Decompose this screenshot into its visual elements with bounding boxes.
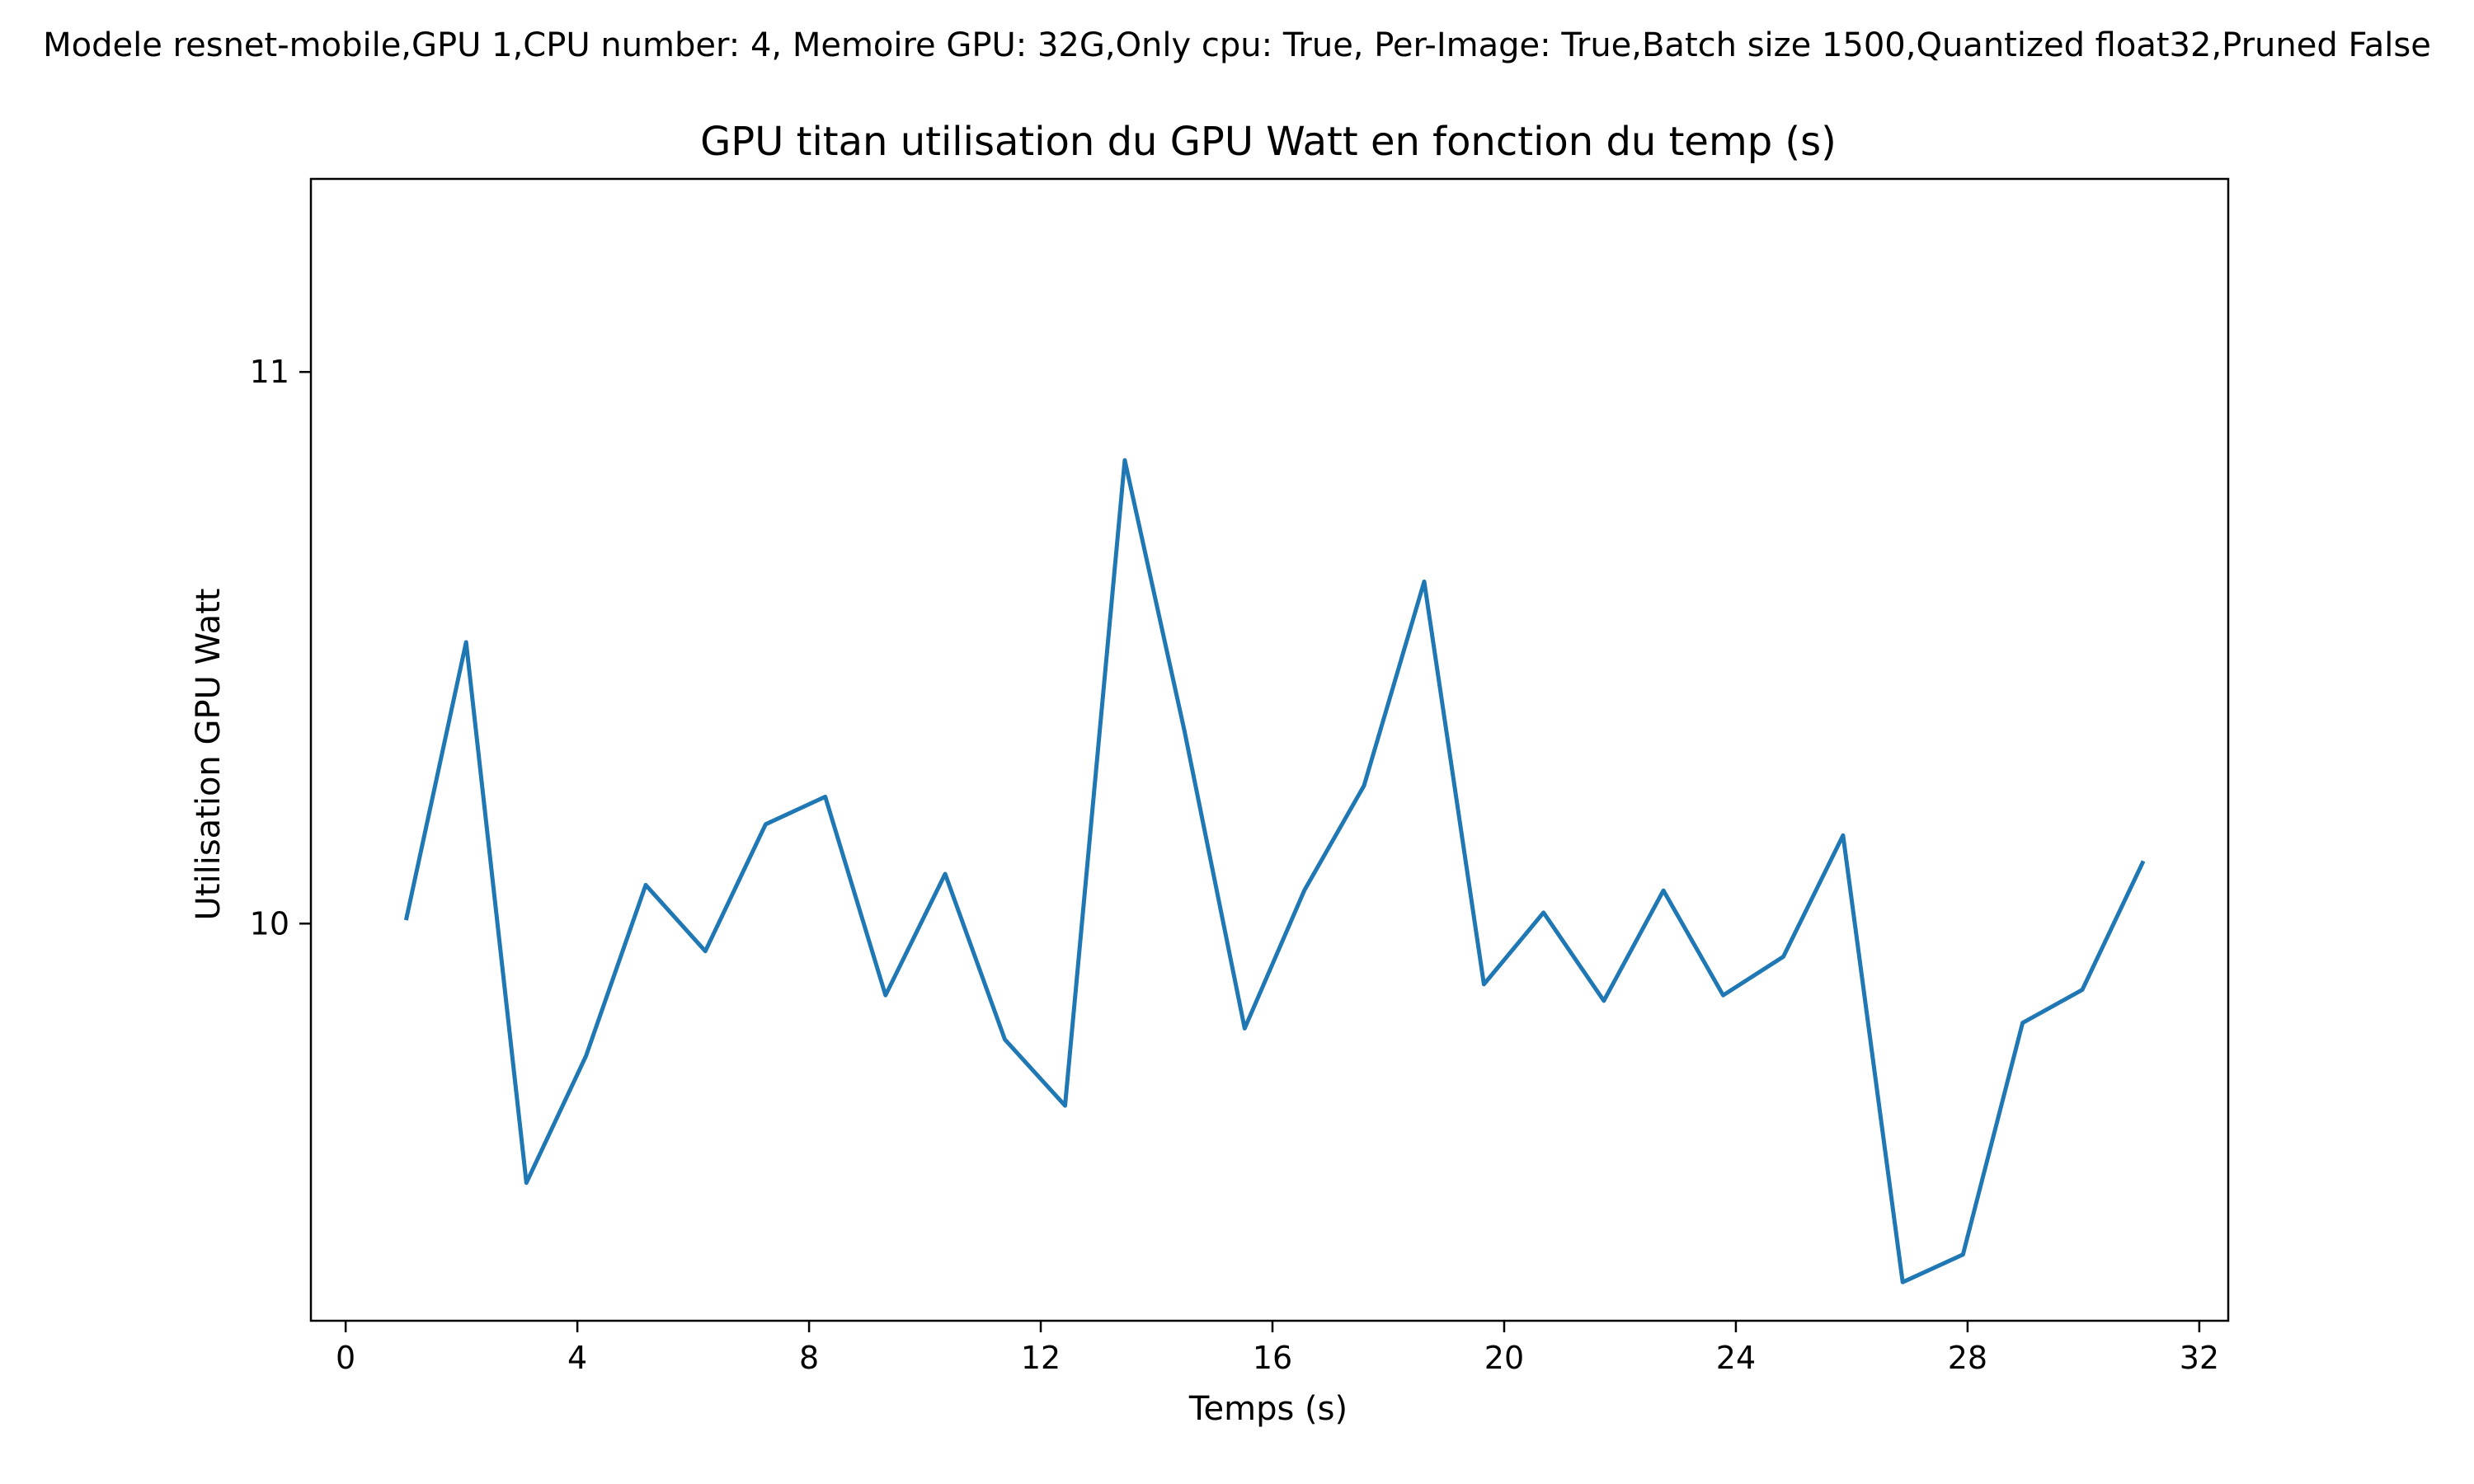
plot-area-frame bbox=[309, 177, 2230, 1322]
y-tick-label: 11 bbox=[250, 354, 289, 390]
x-axis-ticks: 0 4 8 12 16 20 24 28 32 bbox=[336, 1321, 2219, 1376]
chart-title: GPU titan utilisation du GPU Watt en fon… bbox=[700, 119, 1837, 165]
series-line bbox=[403, 458, 2146, 1284]
x-axis-label: Temps (s) bbox=[1188, 1390, 1348, 1428]
x-tick-label: 4 bbox=[567, 1340, 587, 1376]
y-axis-ticks: 10 11 bbox=[250, 354, 311, 942]
x-tick-label: 28 bbox=[1948, 1340, 1987, 1376]
y-axis-label: Utilisation GPU Watt bbox=[190, 589, 228, 921]
x-tick-label: 24 bbox=[1716, 1340, 1756, 1376]
x-tick-label: 0 bbox=[336, 1340, 355, 1376]
figure-suptitle: Modele resnet-mobile,GPU 1,CPU number: 4… bbox=[43, 26, 2431, 64]
x-tick-label: 8 bbox=[799, 1340, 819, 1376]
y-tick-label: 10 bbox=[250, 905, 289, 942]
x-tick-label: 12 bbox=[1021, 1340, 1061, 1376]
x-tick-label: 32 bbox=[2180, 1340, 2219, 1376]
x-tick-label: 20 bbox=[1484, 1340, 1524, 1376]
x-tick-label: 16 bbox=[1253, 1340, 1292, 1376]
